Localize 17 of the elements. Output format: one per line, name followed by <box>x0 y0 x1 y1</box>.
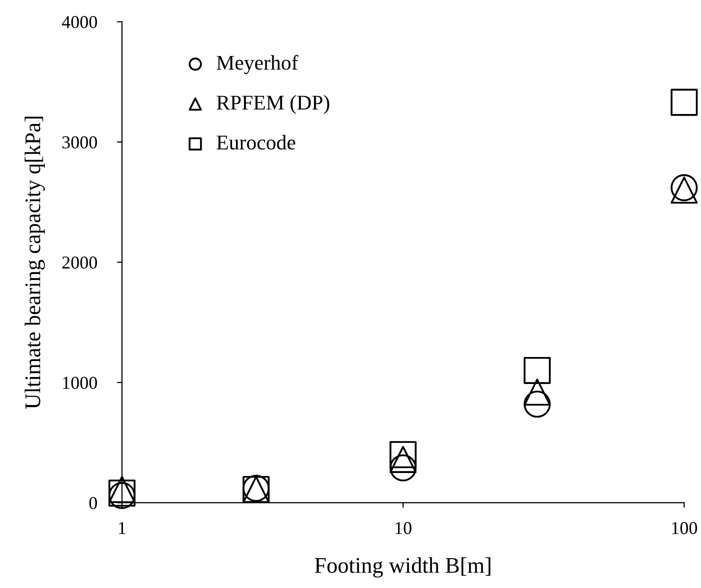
y-tick-label: 0 <box>89 496 97 510</box>
point <box>670 88 698 116</box>
y-tick-label: 4000 <box>62 16 97 28</box>
y-axis-title: Ultimate bearing capacity q[kPa] <box>24 116 45 409</box>
x-tick-label: 100 <box>672 522 698 534</box>
y-tick-label: 1000 <box>63 376 97 389</box>
y-tick-label: 2000 <box>62 256 97 269</box>
y-tick-label: 3000 <box>62 136 97 148</box>
legend-label: RPFEM (DP) <box>216 95 330 114</box>
point <box>108 476 136 504</box>
x-axis-title: Footing width B[m] <box>314 557 490 578</box>
point <box>390 441 417 468</box>
point <box>390 446 417 473</box>
legend-label: Meyerhof <box>216 54 298 74</box>
legend-label: Eurocode <box>216 134 296 150</box>
x-tick-label: 1 <box>119 522 126 534</box>
x-tick-label: 10 <box>396 522 412 534</box>
